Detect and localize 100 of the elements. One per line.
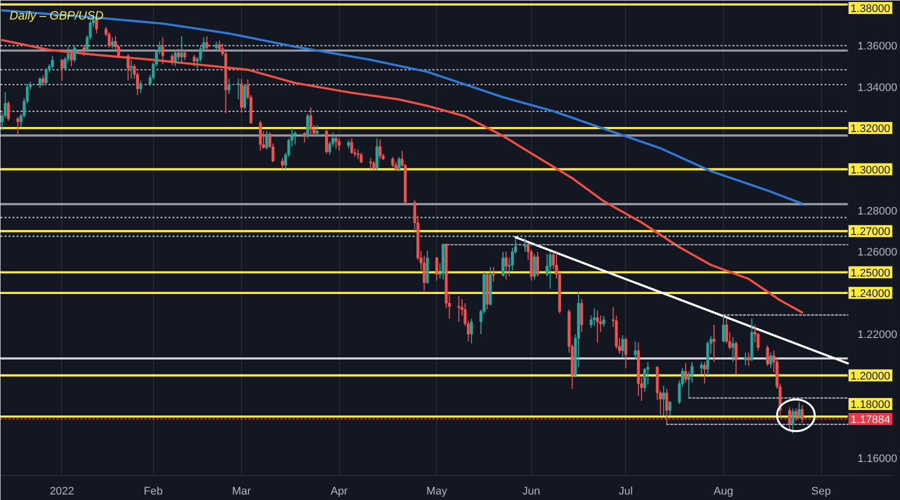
candlestick [596, 310, 599, 343]
candlestick [161, 36, 164, 65]
candlestick [240, 78, 243, 114]
x-tick-label: Feb [144, 486, 163, 498]
candlestick [731, 336, 734, 362]
candlestick [700, 361, 703, 375]
candlestick [766, 344, 769, 367]
candlestick [183, 49, 186, 61]
candlestick [243, 84, 246, 110]
candlestick [457, 296, 460, 322]
candlestick [492, 266, 495, 282]
x-tick-label: Mar [232, 486, 252, 498]
candlestick [391, 156, 394, 168]
candlestick [334, 136, 338, 150]
y-tick-label: 1.34000 [858, 82, 898, 94]
candlestick [281, 157, 284, 170]
candlestick [309, 106, 312, 137]
candlestick [139, 80, 142, 94]
candlestick [502, 251, 504, 277]
candlestick [712, 324, 716, 362]
candlestick [734, 340, 738, 375]
candlestick [236, 78, 240, 100]
candlestick [126, 53, 130, 82]
candlestick [533, 253, 536, 280]
candlestick [205, 36, 208, 52]
candlestick [192, 54, 196, 67]
candlestick [180, 36, 184, 63]
y-tick-label: 1.36000 [858, 40, 898, 53]
x-tick-label: Apr [330, 486, 348, 498]
candlestick [73, 45, 76, 63]
candlestick [435, 256, 438, 282]
candlestick [794, 408, 798, 422]
candlestick [369, 157, 372, 170]
candlestick [227, 78, 230, 95]
candlestick [398, 156, 400, 172]
candlestick [82, 44, 86, 56]
candlestick [703, 361, 706, 384]
candlestick [360, 152, 363, 164]
candlestick [38, 77, 42, 88]
candlestick [214, 41, 218, 52]
candlestick [747, 352, 750, 367]
candlestick [95, 18, 98, 34]
x-tick-label: 2022 [50, 486, 74, 498]
candlestick [470, 318, 473, 344]
ref-line-label: 1.20000 [850, 370, 890, 382]
candlestick [338, 138, 341, 152]
candlestick [592, 308, 596, 326]
candlestick [60, 58, 64, 82]
x-tick-label: Jul [618, 486, 633, 498]
candlestick [634, 340, 637, 360]
y-tick-label: 1.16000 [858, 452, 898, 465]
candlestick [303, 132, 306, 143]
candlestick [798, 402, 800, 420]
candlestick [70, 52, 73, 67]
candlestick [378, 138, 382, 160]
candlestick [665, 388, 668, 426]
y-tick-label: 1.28000 [858, 205, 898, 218]
ref-line-label: 1.38000 [850, 2, 890, 15]
line-series [0, 38, 804, 314]
candlestick [372, 160, 376, 171]
candlestick [504, 251, 508, 280]
candlestick [316, 124, 319, 137]
candlestick [668, 400, 672, 416]
candlestick [6, 100, 10, 122]
candlestick [130, 60, 133, 80]
candlestick [744, 352, 747, 366]
candlestick [258, 120, 262, 152]
x-tick-label: Sep [811, 486, 831, 498]
candlestick [110, 36, 114, 50]
candlestick [548, 251, 552, 290]
candlestick [294, 130, 296, 146]
y-tick-label: 1.22000 [858, 329, 898, 342]
y-tick-label: 1.26000 [858, 246, 898, 259]
ref-line-label: 1.18000 [850, 398, 890, 411]
candlestick [791, 408, 794, 434]
candlestick [662, 385, 666, 416]
candlestick [265, 130, 268, 150]
candlestick [684, 362, 688, 384]
candlestick [218, 40, 221, 52]
candlestick [16, 116, 20, 135]
candlestick [376, 138, 378, 171]
candlestick [602, 315, 606, 328]
candlestick [177, 48, 180, 61]
candlestick [536, 251, 540, 277]
candlestick [170, 53, 174, 66]
candlestick [325, 130, 328, 154]
candlestick [174, 49, 177, 67]
candlestick [44, 68, 48, 86]
x-tick-label: Aug [714, 486, 734, 498]
ref-line-label: 1.32000 [850, 123, 890, 136]
candlestick [42, 75, 44, 86]
candlestick [356, 149, 360, 160]
candlestick [722, 314, 725, 343]
candlestick [624, 336, 628, 369]
ref-line-label: 1.27000 [850, 226, 890, 238]
candlestick [350, 138, 354, 154]
ref-line-label: 1.30000 [850, 164, 890, 176]
candlestick [580, 298, 584, 333]
candlestick [621, 334, 624, 358]
candlestick [800, 404, 804, 424]
